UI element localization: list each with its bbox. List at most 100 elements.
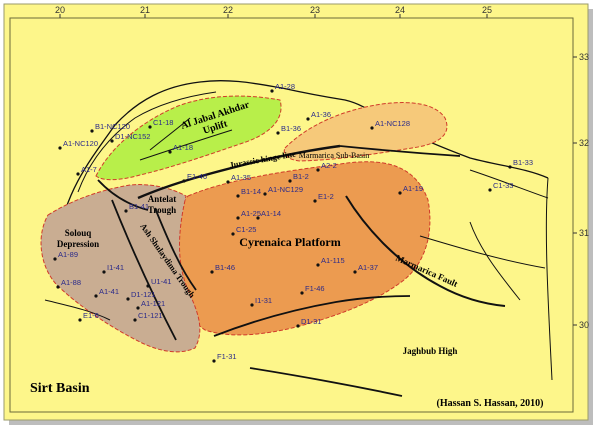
well-label-e1-6: E1-6 <box>83 311 99 320</box>
well-dot-d1-121 <box>126 297 130 301</box>
well-dot-f1-31 <box>212 359 216 363</box>
well-dot-b1-41 <box>124 209 128 213</box>
region-label-depression: Depression <box>57 239 99 249</box>
well-label-a1-18: A1-18 <box>173 143 193 152</box>
well-dot-b1-14 <box>236 194 240 198</box>
well-label-a2-2: A2-2 <box>321 161 337 170</box>
well-label-b1-46: B1-46 <box>215 263 235 272</box>
border-line-east <box>545 177 553 381</box>
fault-line-south <box>249 367 403 397</box>
well-label-i1-41: I1-41 <box>107 263 124 272</box>
boundary-line-west <box>97 179 149 211</box>
well-label-e1-2: E1-2 <box>318 192 334 201</box>
well-label-a1-nc128: A1-NC128 <box>375 119 410 128</box>
longitude-ticks: 20 21 22 23 24 25 <box>55 5 492 18</box>
well-label-a1-nc129: A1-NC129 <box>268 185 303 194</box>
well-dot-b1-nc120 <box>90 129 94 133</box>
well-label-f1-46: F1-46 <box>305 284 325 293</box>
well-dot-a1-7 <box>76 172 80 176</box>
well-dot-c1-33 <box>488 188 492 192</box>
lat-tick-31: 31 <box>579 228 589 238</box>
well-dot-i1-41 <box>102 270 106 274</box>
region-label-cyrenaica-platform: Cyrenaica Platform <box>239 235 340 249</box>
well-dot-c1-25 <box>231 232 235 236</box>
fault-line-north-2 <box>139 129 233 161</box>
well-dot-a1-nc129 <box>263 192 267 196</box>
well-dot-c1-18 <box>148 125 152 129</box>
well-label-a1-36: A1-36 <box>311 110 331 119</box>
well-label-b1-41: B1-41 <box>129 202 149 211</box>
well-dot-b1-2 <box>288 179 292 183</box>
well-label-e1-46: E1-46 <box>187 172 207 181</box>
well-label-a1-7: A1-7 <box>81 165 97 174</box>
well-label-a1-28: A1-28 <box>275 82 295 91</box>
well-label-c1-33: C1-33 <box>493 181 513 190</box>
well-label-u1-41: U1-41 <box>151 277 171 286</box>
jurassic-hinge-line <box>137 144 341 200</box>
well-label-a1-41: A1-41 <box>99 287 119 296</box>
ash-shulaydima-trough-line-1 <box>111 199 177 341</box>
well-label-d1-31: D1-31 <box>301 317 321 326</box>
well-dot-a1-19 <box>398 191 402 195</box>
well-dot-a1-115 <box>316 263 320 267</box>
marmarica-fault-line <box>345 195 506 307</box>
lat-tick-33: 33 <box>579 52 589 62</box>
jurassic-hinge-line-east <box>339 145 461 157</box>
well-dot-a1-25 <box>236 216 240 220</box>
well-label-c1-25: C1-25 <box>236 225 256 234</box>
well-dot-e1-2 <box>313 199 317 203</box>
well-label-a1-14: A1-14 <box>261 209 281 218</box>
lon-tick-23: 23 <box>310 5 320 15</box>
region-label-antelat: Antelat <box>148 194 177 204</box>
region-label-trough: Trough <box>148 205 176 215</box>
fault-line-far-east <box>469 221 521 301</box>
well-dot-a1-28 <box>270 89 274 93</box>
well-label-d1-nc152: D1-NC152 <box>115 132 150 141</box>
well-dot-a1-18 <box>168 150 172 154</box>
well-dot-e1-46 <box>182 179 186 183</box>
lon-tick-21: 21 <box>140 5 150 15</box>
well-dot-d1-nc152 <box>110 139 114 143</box>
well-dot-b1-36 <box>276 131 280 135</box>
well-label-b1-36: B1-36 <box>281 124 301 133</box>
well-label-a1-121: A1-121 <box>141 299 165 308</box>
well-dot-a1-121 <box>136 306 140 310</box>
latitude-ticks: 33 32 31 30 <box>573 52 589 330</box>
basin-label: Sirt Basin <box>30 381 90 396</box>
well-dot-a1-36 <box>306 117 310 121</box>
well-dot-b1-46 <box>210 270 214 274</box>
well-label-a1-25: A1-25 <box>241 209 261 218</box>
well-label-b1-nc120: B1-NC120 <box>95 122 130 131</box>
well-label-a1-115: A1-115 <box>321 256 345 265</box>
well-dot-c1-121 <box>133 318 137 322</box>
well-dot-e1-6 <box>78 318 82 322</box>
well-dot-d1-31 <box>296 324 300 328</box>
lon-tick-20: 20 <box>55 5 65 15</box>
well-dot-a1-nc120 <box>58 146 62 150</box>
well-dot-a1-nc128 <box>370 126 374 130</box>
coastline-inner <box>77 91 217 193</box>
well-label-a1-nc120: A1-NC120 <box>63 139 98 148</box>
well-dot-a1-14 <box>256 216 260 220</box>
well-label-c1-18: C1-18 <box>153 118 173 127</box>
coastline <box>57 80 549 241</box>
well-dot-a1-41 <box>94 294 98 298</box>
well-label-b1-2: B1-2 <box>293 172 309 181</box>
well-label-a1-89: A1-89 <box>58 250 78 259</box>
well-label-f1-31: F1-31 <box>217 352 237 361</box>
well-label-c1-121: C1-121 <box>138 311 163 320</box>
well-dot-a1-35 <box>226 180 230 184</box>
ash-shulaydima-trough-line-2 <box>154 207 197 291</box>
well-label-b1-33: B1-33 <box>513 158 533 167</box>
region-label-solouq: Solouq <box>65 228 92 238</box>
well-label-b1-14: B1-14 <box>241 187 261 196</box>
well-dot-a1-37 <box>353 270 357 274</box>
fault-line-west <box>44 299 111 321</box>
well-dot-a2-2 <box>316 168 320 172</box>
well-label-a1-37: A1-37 <box>358 263 378 272</box>
label-jaghbub-high: Jaghbub High <box>403 346 458 356</box>
lat-tick-32: 32 <box>579 138 589 148</box>
map-frame <box>9 17 574 413</box>
